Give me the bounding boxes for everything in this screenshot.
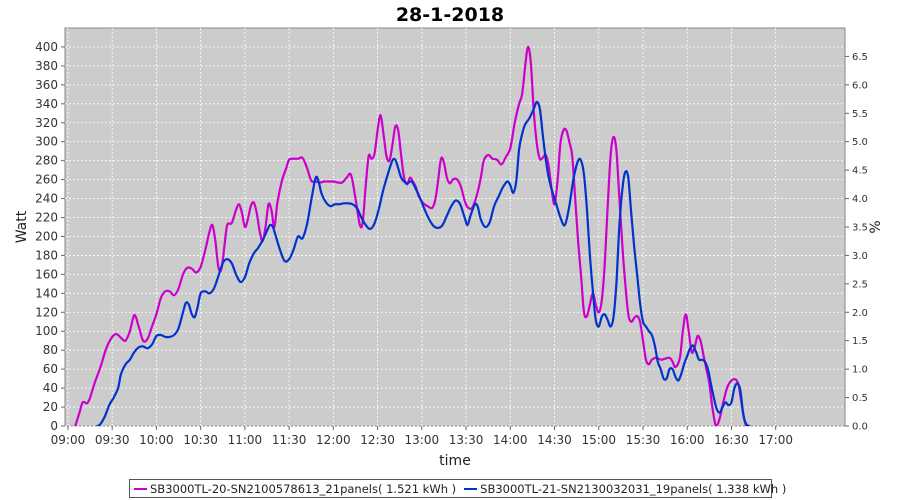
y-tick-label: 80 [43, 343, 58, 357]
y2-tick-label: 5.0 [852, 137, 868, 148]
x-tick-label: 10:30 [183, 433, 218, 447]
y-tick-label: 40 [43, 381, 58, 395]
y-tick-label: 400 [35, 40, 58, 54]
y-tick-label: 340 [35, 97, 58, 111]
x-tick-label: 17:00 [758, 433, 793, 447]
y-tick-label: 140 [35, 286, 58, 300]
y-tick-label: 20 [43, 400, 58, 414]
legend-item: SB3000TL-20-SN2100578613_21panels( 1.521… [134, 482, 456, 496]
y2-tick-label: 4.5 [852, 166, 868, 177]
y-tick-label: 300 [35, 135, 58, 149]
x-tick-label: 16:30 [714, 433, 749, 447]
y2-tick-label: 6.5 [852, 52, 868, 63]
legend-swatch-series-2 [464, 487, 478, 490]
chart-title: 28-1-2018 [396, 4, 504, 26]
legend-swatch-series-1 [134, 487, 147, 490]
x-tick-label: 14:30 [537, 433, 572, 447]
legend-label-series-2: SB3000TL-21-SN2130032031_19panels( 1.338… [480, 481, 787, 496]
x-tick-label: 13:30 [449, 433, 484, 447]
y2-tick-label: 0.0 [852, 422, 868, 433]
x-tick-label: 15:00 [581, 433, 616, 447]
x-tick-label: 13:00 [405, 433, 440, 447]
y2-tick-label: 5.5 [852, 109, 868, 120]
x-tick-label: 12:30 [360, 433, 395, 447]
y2-tick-label: 6.0 [852, 80, 868, 91]
x-tick-label: 11:00 [228, 433, 263, 447]
x-axis-title: time [439, 453, 471, 469]
legend-label-series-1: SB3000TL-20-SN2100578613_21panels( 1.521… [150, 481, 457, 496]
x-tick-label: 11:30 [272, 433, 307, 447]
x-tick-label: 09:30 [95, 433, 130, 447]
x-tick-label: 12:00 [316, 433, 351, 447]
y2-tick-label: 1.0 [852, 365, 868, 376]
series-line-2 [96, 100, 751, 426]
x-tick-label: 09:00 [51, 433, 86, 447]
y-tick-label: 220 [35, 211, 58, 225]
y-tick-label: 280 [35, 154, 58, 168]
y-tick-label: 0 [50, 419, 58, 433]
y-tick-label: 200 [35, 229, 58, 243]
plot-area [64, 27, 846, 427]
x-tick-label: 10:00 [139, 433, 174, 447]
y-tick-label: 120 [35, 305, 58, 319]
y-tick-label: 320 [35, 116, 58, 130]
y2-tick-label: 2.5 [852, 279, 868, 290]
y2-axis-title: % [868, 220, 884, 233]
x-tick-label: 15:30 [626, 433, 661, 447]
y-tick-label: 240 [35, 192, 58, 206]
y2-tick-label: 3.0 [852, 251, 868, 262]
y2-tick-label: 4.0 [852, 194, 868, 205]
y-axis-title: Watt [14, 210, 30, 243]
series-line-1 [74, 45, 748, 426]
y-tick-label: 180 [35, 248, 58, 262]
y-tick-label: 360 [35, 78, 58, 92]
y-tick-label: 100 [35, 324, 58, 338]
y-tick-label: 380 [35, 59, 58, 73]
y2-tick-label: 2.0 [852, 308, 868, 319]
y2-tick-label: 0.5 [852, 393, 868, 404]
y-tick-label: 160 [35, 267, 58, 281]
legend: SB3000TL-20-SN2100578613_21panels( 1.521… [129, 479, 786, 498]
x-tick-label: 14:00 [493, 433, 528, 447]
y-tick-label: 260 [35, 173, 58, 187]
y2-tick-label: 3.5 [852, 223, 868, 234]
legend-item: SB3000TL-21-SN2130032031_19panels( 1.338… [464, 482, 786, 496]
y2-tick-label: 1.5 [852, 336, 868, 347]
x-tick-label: 16:00 [670, 433, 705, 447]
y-tick-label: 60 [43, 362, 58, 376]
